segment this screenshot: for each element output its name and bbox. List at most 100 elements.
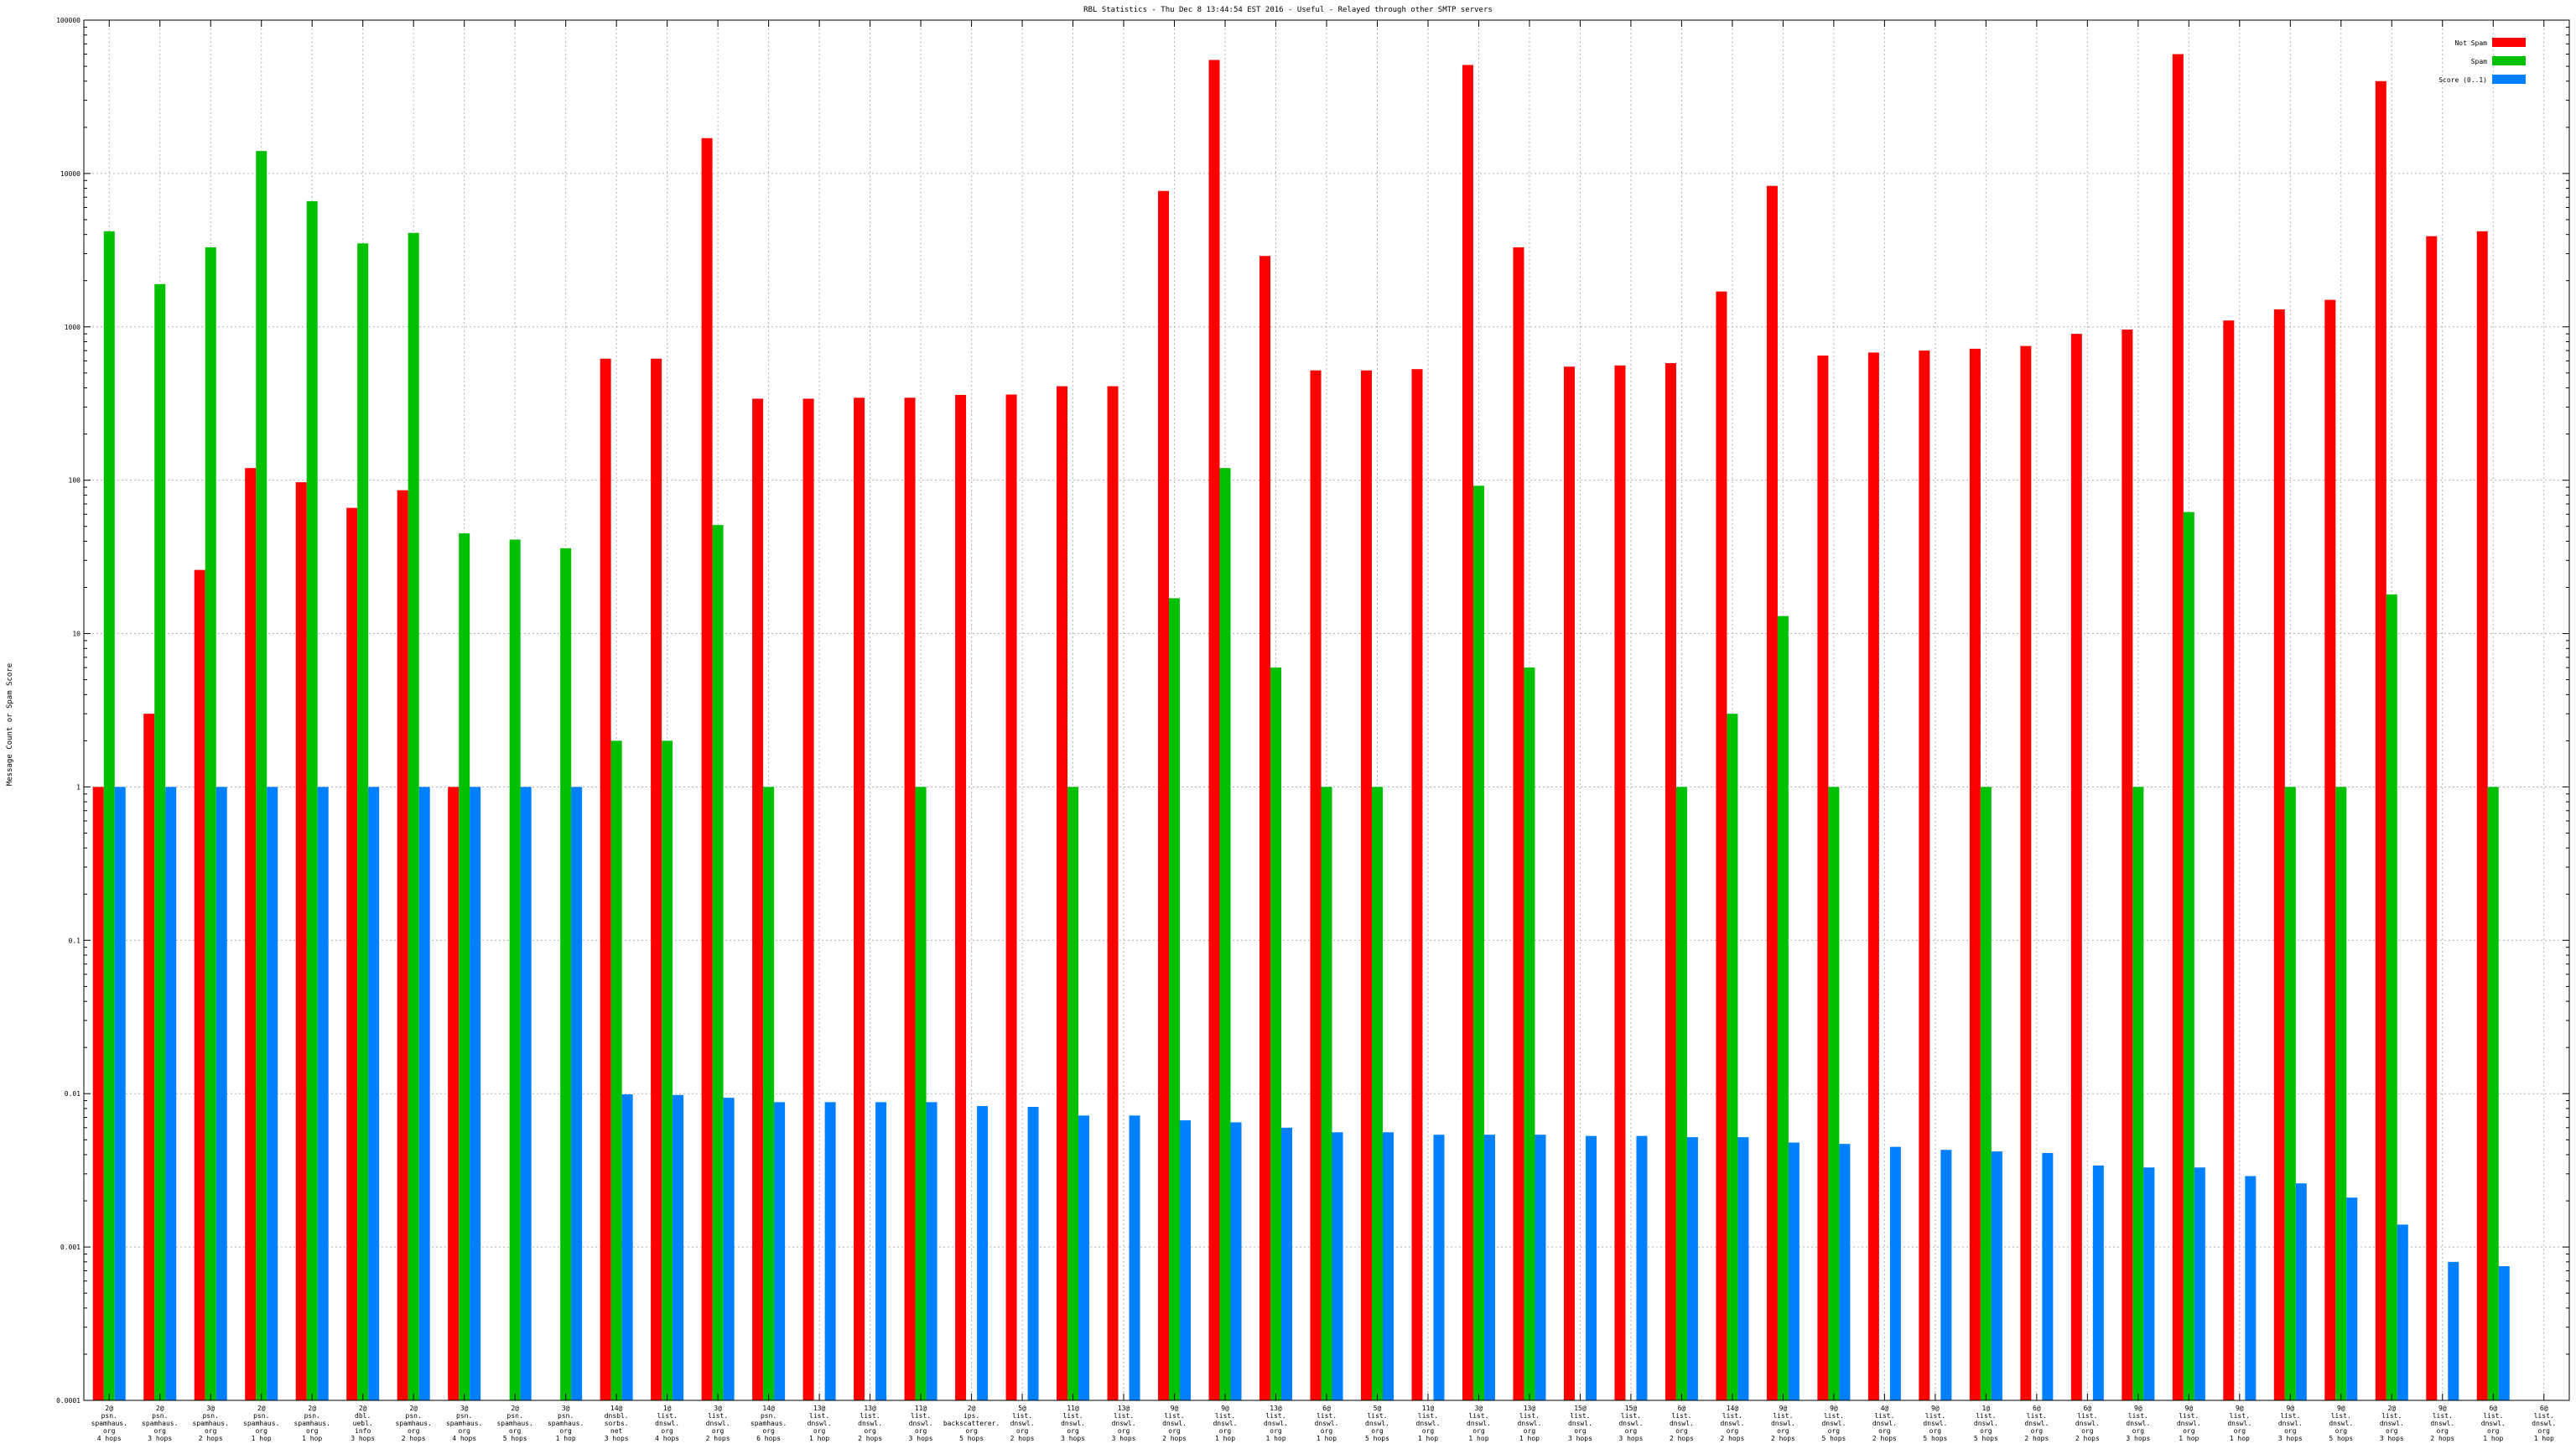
x-tick-label: 2 hops <box>2075 1435 2100 1442</box>
bar-score <box>1180 1120 1192 1400</box>
bar-score <box>520 787 532 1400</box>
bar-score <box>977 1106 989 1400</box>
bar-not-spam <box>295 482 307 1401</box>
legend-label: Not Spam <box>2454 39 2487 47</box>
x-tick-label: 13@ <box>1524 1405 1536 1412</box>
bar-not-spam <box>1360 370 1372 1400</box>
y-tick-label: 0.001 <box>60 1244 80 1251</box>
bar-spam <box>610 740 622 1400</box>
x-tick-label: dnswl. <box>2430 1420 2454 1427</box>
bar-spam <box>662 740 673 1400</box>
bar-score <box>875 1102 887 1400</box>
x-tick-label: dnswl. <box>808 1420 832 1427</box>
x-tick-label: 1 hop <box>302 1435 322 1442</box>
bar-score <box>1483 1135 1495 1400</box>
bar-score <box>1332 1132 1343 1400</box>
bar-score <box>1839 1144 1851 1400</box>
x-tick-label: 1 hop <box>1265 1435 1285 1442</box>
x-tick-label: dnswl. <box>2278 1420 2303 1427</box>
x-tick-label: 13@ <box>813 1405 826 1412</box>
x-tick-label: psn. <box>761 1412 776 1420</box>
x-tick-label: 4 hops <box>655 1435 679 1442</box>
bar-score <box>114 787 126 1400</box>
legend-swatch <box>2492 75 2526 84</box>
bar-score <box>2042 1153 2054 1400</box>
bar-score <box>1230 1122 1242 1400</box>
x-tick-label: org <box>1929 1427 1942 1435</box>
x-tick-label: dnswl. <box>1568 1420 1592 1427</box>
bar-not-spam <box>651 358 662 1400</box>
bar-spam <box>1371 787 1383 1400</box>
bar-not-spam <box>1867 352 1879 1400</box>
x-tick-label: list. <box>1671 1412 1691 1420</box>
x-tick-label: org <box>1472 1427 1485 1435</box>
x-tick-label: 2@ <box>968 1405 976 1412</box>
bar-spam <box>1980 787 1992 1400</box>
x-tick-label: org <box>915 1427 927 1435</box>
bar-spam <box>1472 486 1484 1400</box>
bar-not-spam <box>1057 386 1068 1400</box>
x-tick-label: list. <box>2483 1412 2503 1420</box>
bar-spam <box>408 232 419 1400</box>
x-tick-label: 2@ <box>409 1405 418 1412</box>
x-tick-label: psn. <box>507 1412 523 1420</box>
bar-not-spam <box>2426 236 2438 1401</box>
x-tick-label: list. <box>1570 1412 1590 1420</box>
x-tick-label: dnswl. <box>858 1420 882 1427</box>
x-tick-label: psn. <box>456 1412 472 1420</box>
bar-spam <box>2284 787 2296 1400</box>
bar-spam <box>560 548 572 1400</box>
x-tick-label: 1 hop <box>1468 1435 1488 1442</box>
x-tick-label: 1@ <box>663 1405 672 1412</box>
x-tick-label: 3@ <box>714 1405 722 1412</box>
bar-spam <box>1727 714 1738 1400</box>
bar-not-spam <box>701 138 713 1401</box>
x-tick-label: org <box>1067 1427 1079 1435</box>
bar-score <box>621 1094 633 1400</box>
bar-score <box>1027 1106 1039 1400</box>
x-tick-label: spamhaus. <box>91 1420 127 1427</box>
x-tick-label: 3 hops <box>1112 1435 1136 1442</box>
bar-score <box>216 787 227 1400</box>
x-tick-label: 6 hops <box>756 1435 781 1442</box>
x-tick-label: 13@ <box>864 1405 876 1412</box>
bar-not-spam <box>1614 365 1626 1400</box>
bar-score <box>2346 1197 2358 1400</box>
bar-score <box>824 1102 836 1400</box>
x-tick-label: org <box>1777 1427 1789 1435</box>
x-tick-label: org <box>2487 1427 2500 1435</box>
bar-score <box>1078 1115 1090 1400</box>
x-tick-label: dnswl. <box>2227 1420 2251 1427</box>
bar-score <box>1636 1135 1648 1400</box>
bar-not-spam <box>904 397 916 1400</box>
x-tick-label: 9@ <box>1830 1405 1838 1412</box>
x-tick-label: org <box>762 1427 775 1435</box>
x-tick-label: list. <box>708 1412 728 1420</box>
bar-spam <box>509 539 521 1401</box>
x-tick-label: list. <box>1215 1412 1235 1420</box>
legend-swatch <box>2492 56 2526 65</box>
x-tick-label: 6@ <box>2489 1405 2497 1412</box>
legend-swatch <box>2492 38 2526 47</box>
x-tick-label: dnswl. <box>1061 1420 1085 1427</box>
x-tick-label: org <box>712 1427 724 1435</box>
bar-score <box>368 787 380 1400</box>
x-tick-label: 9@ <box>2438 1405 2447 1412</box>
bar-not-spam <box>752 398 764 1400</box>
x-tick-label: org <box>1321 1427 1333 1435</box>
bar-not-spam <box>1563 366 1575 1400</box>
legend-label: Spam <box>2471 58 2487 65</box>
x-tick-label: 14@ <box>762 1405 775 1412</box>
x-tick-label: spamhaus. <box>294 1420 330 1427</box>
x-tick-label: org <box>2538 1427 2551 1435</box>
bar-score <box>1788 1142 1800 1400</box>
x-tick-label: 1 hop <box>1519 1435 1540 1442</box>
x-tick-label: 11@ <box>1067 1405 1079 1412</box>
bar-not-spam <box>397 490 408 1400</box>
bar-not-spam <box>600 358 611 1400</box>
x-tick-label: spamhaus. <box>750 1420 787 1427</box>
x-tick-label: 4 hops <box>97 1435 122 1442</box>
bar-not-spam <box>143 714 155 1400</box>
